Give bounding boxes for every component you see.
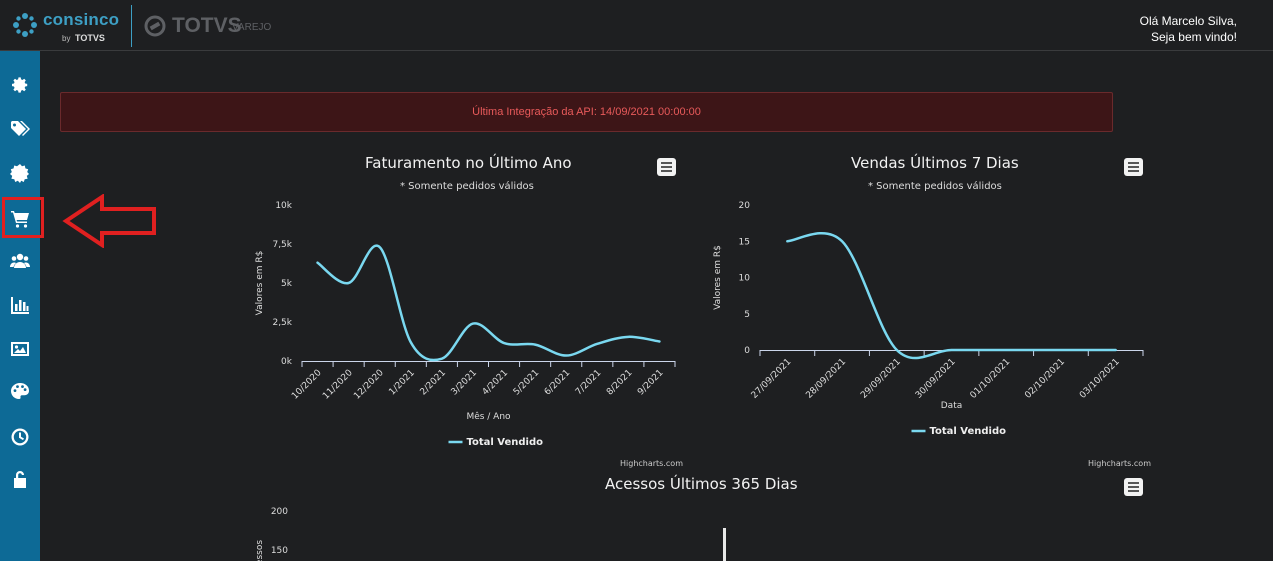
gear-icon xyxy=(12,77,28,93)
annotation-highlight-box xyxy=(2,197,44,238)
image-icon xyxy=(11,342,29,356)
chart1-menu-button[interactable] xyxy=(657,158,676,176)
annotation-arrow-icon xyxy=(62,194,156,248)
logo-divider xyxy=(131,5,132,47)
chart1-x-tick-label: 6/2021 xyxy=(543,368,572,397)
chart1-y-tick-label: 5k xyxy=(281,279,293,289)
chart2-credits[interactable]: Highcharts.com xyxy=(1088,459,1151,468)
chart2-title: Vendas Últimos 7 Dias xyxy=(851,154,1019,172)
sidebar-item-orders[interactable] xyxy=(0,201,40,237)
user-greeting: Olá Marcelo Silva, Seja bem vindo! xyxy=(1140,13,1237,45)
unlock-icon xyxy=(14,471,26,488)
chart1-x-tick-label: 3/2021 xyxy=(450,368,479,397)
chart1-x-tick-label: 1/2021 xyxy=(387,368,416,397)
chart1-y-axis-title: Valores em R$ xyxy=(255,251,265,316)
chart3-plot: 150 200 Acessos xyxy=(255,507,726,561)
partner-logo-text: TOTVS xyxy=(172,14,242,37)
top-bar: consinco by TOTVS TOTVS VAREJO Olá Marce… xyxy=(0,0,1273,51)
api-integration-alert: Última Integração da API: 14/09/2021 00:… xyxy=(60,92,1113,132)
chart2-x-tick-label: 27/09/2021 xyxy=(750,357,794,401)
chart1-x-tick-label: 5/2021 xyxy=(512,368,541,397)
sidebar-item-users[interactable] xyxy=(0,243,40,279)
consinco-logo[interactable]: consinco by TOTVS xyxy=(12,8,130,46)
chart2-x-axis-title: Data xyxy=(941,401,963,411)
greeting-line-2: Seja bem vindo! xyxy=(1150,30,1237,44)
chart2-x-tick-label: 03/10/2021 xyxy=(1078,357,1122,401)
chart1-x-tick-label: 7/2021 xyxy=(574,368,603,397)
chart1-series-line xyxy=(316,244,661,362)
chart2-series-line xyxy=(786,231,1117,360)
chart1-x-tick-label: 4/2021 xyxy=(481,368,510,397)
chart3-y-tick-label: 150 xyxy=(271,546,288,556)
chart3-bar xyxy=(723,528,726,561)
chart1-y-tick-label: 0k xyxy=(281,357,293,367)
chart3-y-tick-label: 200 xyxy=(271,507,288,517)
chart1-title: Faturamento no Último Ano xyxy=(365,154,572,172)
sidebar-item-history[interactable] xyxy=(0,419,40,455)
chart2-y-tick-label: 5 xyxy=(744,310,750,320)
chart1-legend-label: Total Vendido xyxy=(467,437,544,448)
sidebar-item-badge-settings[interactable] xyxy=(0,155,40,191)
users-icon xyxy=(10,253,30,268)
chart2-y-tick-label: 15 xyxy=(739,237,750,247)
chart2-x-tick-label: 29/09/2021 xyxy=(859,357,903,401)
chart1-x-tick-label: 12/2020 xyxy=(352,368,386,402)
chart2-menu-button[interactable] xyxy=(1124,158,1143,176)
chart2-x-tick-label: 02/10/2021 xyxy=(1023,357,1067,401)
chart3-y-axis-title: Acessos xyxy=(255,540,265,561)
bar-chart-icon xyxy=(11,297,29,314)
greeting-line-1: Olá Marcelo Silva, xyxy=(1139,14,1237,28)
badge-gear-icon xyxy=(10,164,29,183)
sidebar-item-reports[interactable] xyxy=(0,287,40,323)
brand-by-company: TOTVS xyxy=(75,33,105,43)
chart1-x-tick-label: 10/2020 xyxy=(290,368,324,402)
sidebar-item-tags[interactable] xyxy=(0,111,40,147)
sidebar xyxy=(0,51,40,561)
brand-name: consinco xyxy=(43,10,120,29)
chart1-x-tick-label: 2/2021 xyxy=(419,368,448,397)
chart1-y-tick-label: 7,5k xyxy=(272,240,292,250)
consinco-logo-mark-icon xyxy=(13,13,37,37)
chart2-plot: 0 5 10 15 20 27/09/2021 28/09/2021 29/09/2021 30… xyxy=(713,201,1144,437)
chart3-title: Acessos Últimos 365 Dias xyxy=(605,475,798,493)
chart1-y-tick-label: 2,5k xyxy=(272,318,292,328)
sidebar-item-settings[interactable] xyxy=(0,67,40,103)
chart3-menu-button[interactable] xyxy=(1124,478,1143,496)
chart1-x-tick-label: 11/2020 xyxy=(321,368,355,402)
chart2-y-tick-label: 20 xyxy=(739,201,751,211)
chart2-legend-label: Total Vendido xyxy=(930,426,1007,437)
sidebar-item-themes[interactable] xyxy=(0,373,40,409)
chart2-x-tick-label: 01/10/2021 xyxy=(969,357,1013,401)
sidebar-item-logout[interactable] xyxy=(0,461,40,497)
chart2-x-tick-label: 30/09/2021 xyxy=(914,357,958,401)
chart1-subtitle: * Somente pedidos válidos xyxy=(400,181,534,192)
chart1-x-tick-label: 9/2021 xyxy=(636,368,665,397)
chart1-credits[interactable]: Highcharts.com xyxy=(620,459,683,468)
brand-by: by xyxy=(62,34,71,43)
chart2-y-tick-label: 10 xyxy=(739,274,751,284)
chart1-x-axis-title: Mês / Ano xyxy=(466,411,511,422)
chart2-y-tick-label: 0 xyxy=(744,346,750,356)
chart1-x-tick-label: 8/2021 xyxy=(605,368,634,397)
totvs-logo-icon xyxy=(144,15,166,37)
sidebar-item-images[interactable] xyxy=(0,331,40,367)
chart2-y-axis-title: Valores em R$ xyxy=(713,245,723,310)
chart2-subtitle: * Somente pedidos válidos xyxy=(868,181,1002,192)
chart2-x-tick-label: 28/09/2021 xyxy=(804,357,848,401)
clock-icon xyxy=(11,428,29,446)
tags-icon xyxy=(11,121,30,136)
partner-logo-sub: VAREJO xyxy=(232,22,272,33)
shopping-cart-icon xyxy=(11,211,29,228)
chart1-y-tick-label: 10k xyxy=(275,201,292,211)
palette-icon xyxy=(11,383,29,399)
